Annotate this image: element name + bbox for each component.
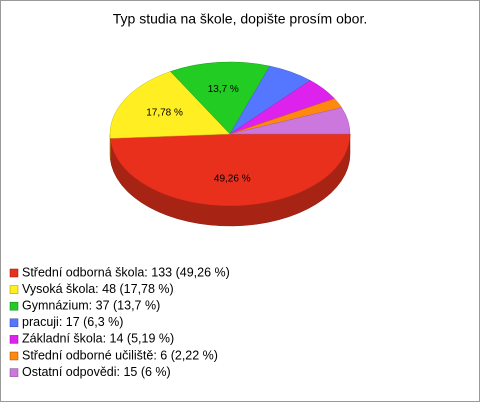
legend-swatch [9,268,19,278]
value-label: 17,78 % [146,107,183,118]
legend-swatch [9,301,19,311]
legend-swatch [9,351,19,361]
legend-label: Střední odborné učiliště: 6 (2,22 %) [22,348,218,362]
slice [109,71,231,139]
legend-label: Gymnázium: 37 (13,7 %) [22,298,160,312]
legend-swatch [9,335,19,344]
legend-swatch [9,368,19,377]
slice [229,107,351,135]
slice [170,61,271,135]
legend-label: Základní škola: 14 (5,19 %) [22,332,174,346]
legend-label: pracuji: 17 (6,3 %) [22,315,123,329]
value-label: 49,26 % [214,173,251,184]
value-label: 13,7 % [208,84,239,95]
legend-swatch [9,285,19,294]
slice [109,133,351,207]
legend-label: Vysoká škola: 48 (17,78 %) [22,282,174,296]
legend-swatch [9,318,19,328]
legend-label: Střední odborná škola: 133 (49,26 %) [22,265,230,279]
chart-title: Typ studia na škole, dopište prosím obor… [113,11,367,27]
legend-label: Ostatní odpovědi: 15 (6 %) [22,365,171,379]
